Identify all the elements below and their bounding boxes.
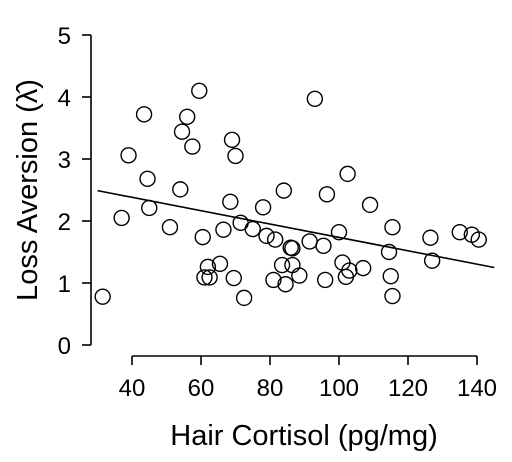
x-tick-label: 140 bbox=[457, 375, 497, 402]
data-point bbox=[161, 218, 179, 236]
data-point bbox=[227, 147, 244, 165]
data-point bbox=[254, 199, 272, 216]
data-point bbox=[361, 196, 379, 214]
x-tick-label: 60 bbox=[188, 375, 215, 402]
data-point bbox=[265, 271, 282, 289]
y-tick-label: 2 bbox=[58, 209, 71, 236]
data-point bbox=[306, 90, 324, 108]
data-point bbox=[244, 220, 261, 238]
data-point bbox=[113, 209, 130, 227]
x-tick-label: 40 bbox=[119, 375, 146, 402]
data-point bbox=[291, 267, 308, 284]
y-tick-label: 3 bbox=[58, 147, 71, 174]
points-layer bbox=[94, 82, 487, 307]
trend-layer bbox=[97, 189, 495, 269]
x-tick-label: 120 bbox=[388, 375, 428, 402]
trend-line bbox=[97, 189, 495, 269]
x-axis-title: Hair Cortisol (pg/mg) bbox=[170, 420, 438, 452]
data-point bbox=[301, 233, 318, 250]
x-tick-label: 80 bbox=[257, 375, 284, 402]
data-point bbox=[315, 237, 332, 255]
data-point bbox=[141, 199, 158, 217]
data-point bbox=[211, 255, 229, 272]
data-point bbox=[384, 218, 401, 236]
data-point bbox=[423, 252, 441, 269]
data-point bbox=[199, 258, 217, 276]
data-point bbox=[318, 186, 336, 203]
y-tick-label: 0 bbox=[58, 333, 71, 360]
data-point bbox=[173, 123, 191, 140]
data-point bbox=[354, 259, 372, 277]
data-point bbox=[223, 131, 241, 148]
data-point bbox=[172, 181, 189, 198]
y-tick-label: 4 bbox=[58, 85, 71, 112]
data-point bbox=[384, 287, 401, 305]
data-point bbox=[275, 182, 292, 199]
data-point bbox=[258, 227, 275, 245]
data-point bbox=[235, 289, 253, 307]
data-point bbox=[194, 228, 211, 246]
data-point bbox=[380, 243, 398, 261]
data-point bbox=[196, 269, 213, 286]
y-axis-title: Loss Aversion (λ̂) bbox=[12, 79, 44, 301]
axes: 0 1 2 3 4 5 40 60 80 100 120 140 bbox=[58, 23, 497, 402]
data-point bbox=[215, 221, 232, 238]
data-point bbox=[135, 106, 153, 123]
data-point bbox=[284, 240, 301, 257]
data-point bbox=[120, 147, 137, 164]
data-point bbox=[330, 223, 348, 241]
data-point bbox=[284, 256, 301, 274]
data-point bbox=[139, 170, 156, 188]
data-point bbox=[266, 231, 284, 248]
y-tick-label: 5 bbox=[58, 23, 71, 50]
data-point bbox=[317, 271, 334, 289]
data-point bbox=[382, 267, 399, 285]
data-point bbox=[470, 231, 487, 248]
data-point bbox=[277, 276, 294, 293]
data-point bbox=[184, 138, 201, 155]
data-point bbox=[222, 193, 239, 210]
data-point bbox=[451, 223, 468, 241]
data-point bbox=[422, 229, 439, 246]
data-point bbox=[191, 82, 208, 100]
data-point bbox=[341, 262, 358, 279]
data-point bbox=[94, 288, 111, 305]
data-point bbox=[225, 269, 242, 287]
y-tick-label: 1 bbox=[58, 271, 71, 298]
data-point bbox=[201, 269, 218, 286]
data-point bbox=[273, 256, 291, 274]
data-point bbox=[339, 165, 356, 183]
data-point bbox=[178, 108, 196, 126]
x-tick-label: 100 bbox=[319, 375, 359, 402]
